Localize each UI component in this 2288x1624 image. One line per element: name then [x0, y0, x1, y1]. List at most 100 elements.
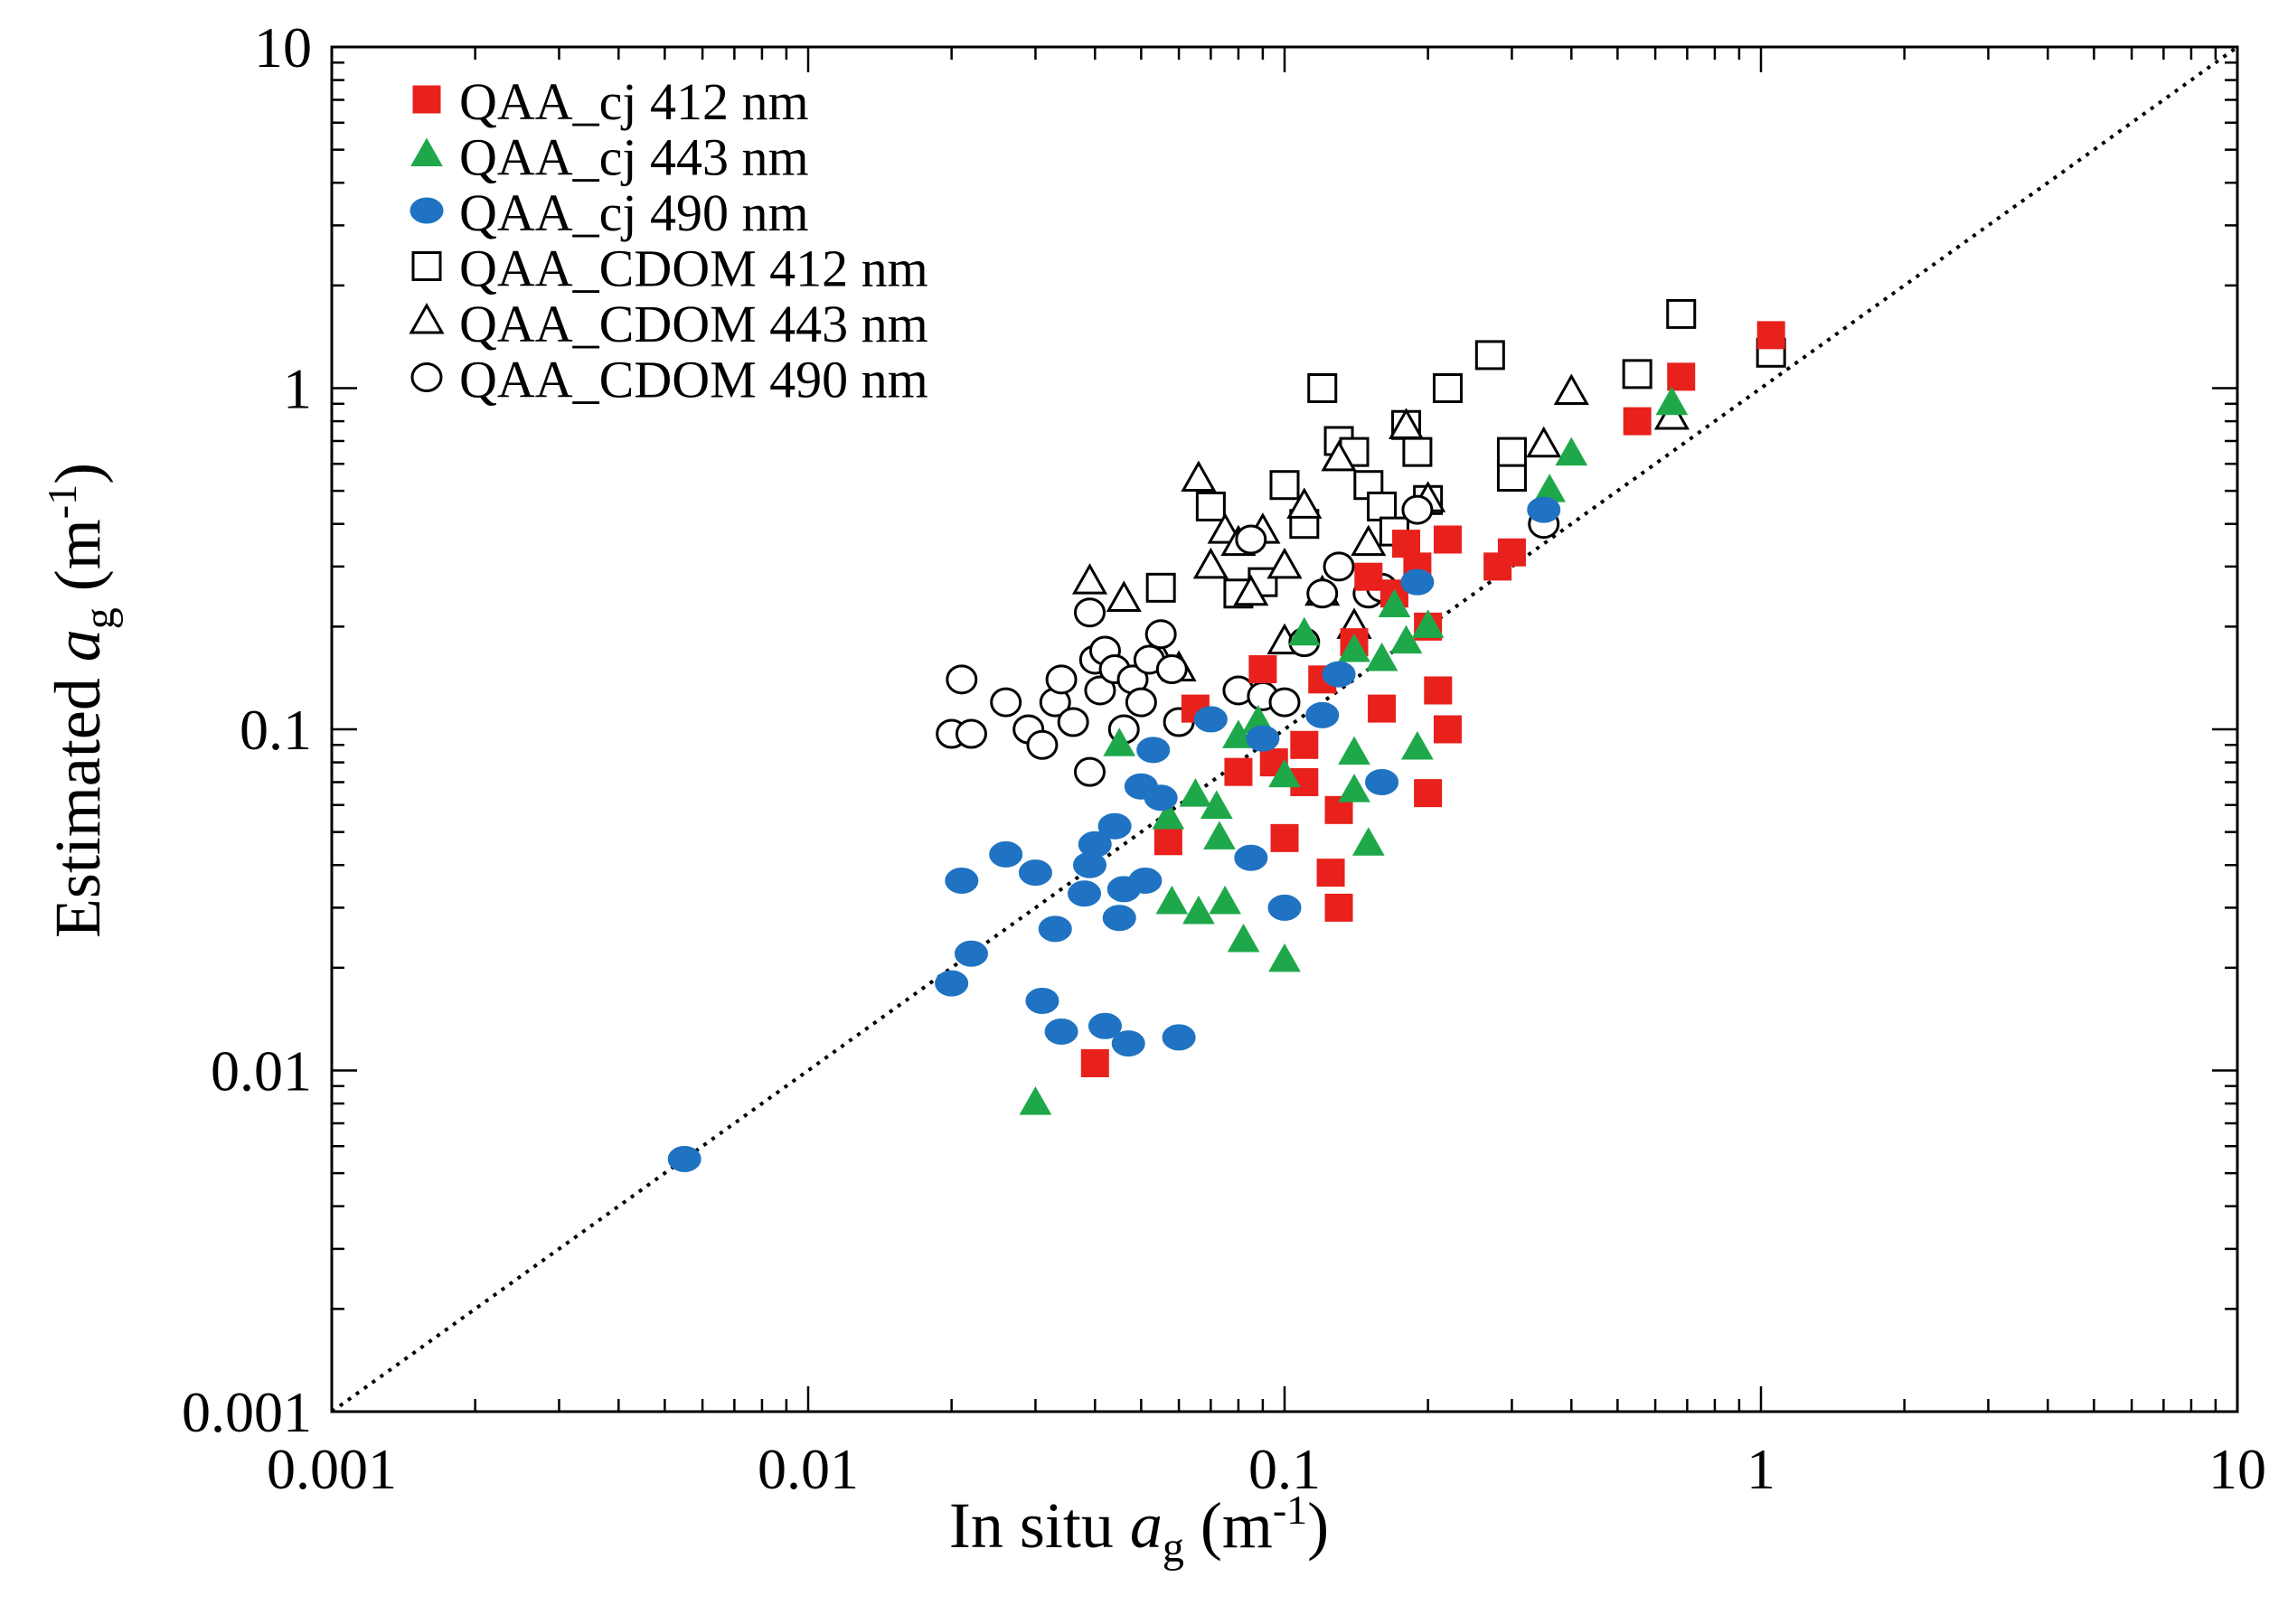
y-tick-label: 0.001: [182, 1380, 312, 1444]
data-point: [1433, 525, 1462, 554]
data-point: [1103, 728, 1136, 756]
data-point: [1179, 778, 1212, 807]
data-point: [1057, 707, 1089, 737]
data-point: [1338, 633, 1370, 662]
data-point: [1655, 386, 1689, 416]
data-point: [1666, 298, 1697, 329]
data-point: [1401, 494, 1434, 525]
data-point: [1152, 800, 1185, 830]
data-point: [1368, 694, 1397, 723]
data-point: [935, 970, 969, 997]
data-point: [1153, 827, 1182, 856]
legend-label: QAA_cj 412 nm: [459, 72, 809, 131]
one-to-one-reference-line: [330, 45, 2239, 1413]
data-point: [667, 1146, 701, 1173]
data-point: [1286, 487, 1323, 519]
data-point: [1496, 462, 1527, 493]
data-point: [1102, 905, 1136, 932]
data-point: [1084, 675, 1116, 706]
x-tick-label: 0.1: [1248, 1437, 1321, 1501]
data-point: [1527, 496, 1561, 523]
data-point: [990, 687, 1022, 718]
data-point: [1268, 943, 1301, 972]
legend-marker: [409, 302, 445, 334]
data-point: [1400, 568, 1435, 596]
data-point: [1270, 823, 1299, 852]
data-point: [1209, 885, 1242, 915]
y-axis-title: Estimated ag (m-1): [39, 463, 124, 938]
data-point: [1306, 578, 1339, 609]
legend-label: QAA_CDOM 443 nm: [459, 295, 928, 353]
data-point: [1145, 572, 1176, 603]
data-point: [1321, 439, 1357, 472]
data-point: [1305, 701, 1340, 728]
data-point: [1088, 1012, 1122, 1039]
data-point: [1496, 437, 1527, 467]
data-point: [1097, 812, 1132, 840]
y-tick-label: 0.1: [240, 698, 312, 762]
data-point: [1136, 737, 1171, 764]
data-point: [1365, 768, 1399, 795]
data-point: [955, 718, 987, 749]
data-point: [1203, 821, 1236, 850]
data-point: [1227, 923, 1260, 953]
data-point: [1401, 730, 1434, 760]
data-point: [1071, 563, 1108, 595]
data-point: [1351, 827, 1385, 856]
data-point: [1155, 885, 1189, 915]
data-point: [1424, 676, 1453, 705]
data-point: [1354, 562, 1383, 591]
data-point: [1026, 729, 1059, 760]
data-point: [1433, 715, 1462, 744]
data-point: [1622, 359, 1652, 390]
data-point: [1144, 784, 1178, 812]
data-point: [1756, 321, 1785, 350]
data-point: [946, 664, 978, 695]
data-point: [1414, 779, 1443, 808]
data-point: [1267, 894, 1302, 921]
data-point: [1389, 624, 1423, 654]
legend-marker: [410, 197, 444, 224]
data-point: [1378, 588, 1411, 617]
data-point: [1324, 893, 1353, 922]
x-axis-title: In situ ag (m-1): [949, 1487, 1329, 1572]
data-point: [1162, 1024, 1196, 1051]
data-point: [1323, 551, 1355, 582]
legend-label: QAA_CDOM 490 nm: [459, 351, 928, 409]
data-point: [1432, 373, 1463, 403]
data-point: [1192, 547, 1229, 579]
data-point: [1287, 616, 1321, 646]
data-point: [1555, 437, 1588, 466]
data-point: [1044, 1018, 1078, 1045]
data-point: [954, 940, 988, 967]
data-point: [1106, 580, 1142, 612]
data-point: [1266, 547, 1303, 579]
data-point: [1078, 831, 1112, 858]
data-point: [1411, 609, 1445, 638]
data-point: [1497, 538, 1526, 567]
data-point: [1018, 859, 1052, 887]
data-point: [1338, 736, 1370, 765]
y-tick-label: 1: [283, 357, 312, 421]
data-point: [1351, 524, 1387, 557]
data-point: [1553, 373, 1589, 405]
data-point: [1246, 725, 1280, 752]
data-point: [1155, 654, 1188, 685]
data-point: [989, 840, 1023, 868]
data-point: [1182, 895, 1215, 925]
data-point: [1388, 408, 1425, 439]
data-point: [1224, 757, 1253, 786]
data-point: [1019, 1086, 1052, 1115]
data-point: [1307, 373, 1338, 403]
legend-marker: [412, 85, 441, 114]
data-point: [1367, 491, 1398, 521]
data-point: [1111, 1030, 1145, 1057]
data-point: [1073, 597, 1106, 628]
data-point: [1193, 706, 1228, 733]
y-tick-label: 0.01: [211, 1039, 312, 1103]
data-point: [1316, 859, 1345, 887]
plot-frame: [330, 45, 2239, 1413]
data-point: [1248, 655, 1277, 684]
